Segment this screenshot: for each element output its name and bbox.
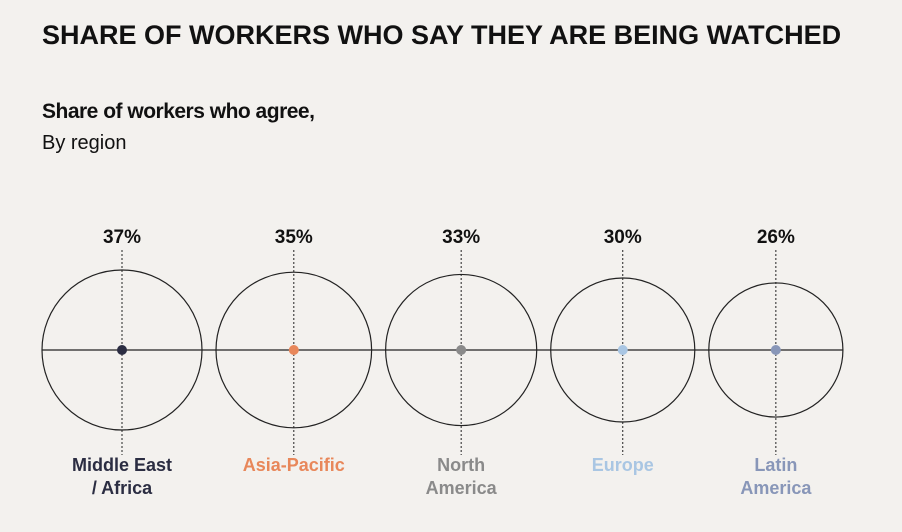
value-label: 26%: [757, 227, 795, 248]
chart-title: SHARE OF WORKERS WHO SAY THEY ARE BEING …: [42, 20, 842, 50]
center-dot: [456, 345, 467, 355]
category-label: North America: [426, 455, 498, 498]
value-label: 35%: [275, 227, 313, 248]
value-label: 37%: [103, 227, 141, 248]
category-label: Europe: [592, 455, 654, 475]
center-dot: [117, 345, 127, 355]
center-dot: [288, 345, 299, 355]
value-label: 30%: [604, 227, 642, 248]
value-label: 33%: [442, 227, 480, 248]
category-label: Middle East / Africa: [72, 455, 172, 498]
center-dot: [617, 345, 628, 355]
category-label: Asia-Pacific: [243, 455, 345, 475]
chart-subtitle: By region: [42, 132, 127, 154]
chart-subtitle: Share of workers who agree,: [42, 100, 315, 123]
category-label: Latin America: [740, 455, 812, 498]
center-dot: [770, 345, 781, 355]
